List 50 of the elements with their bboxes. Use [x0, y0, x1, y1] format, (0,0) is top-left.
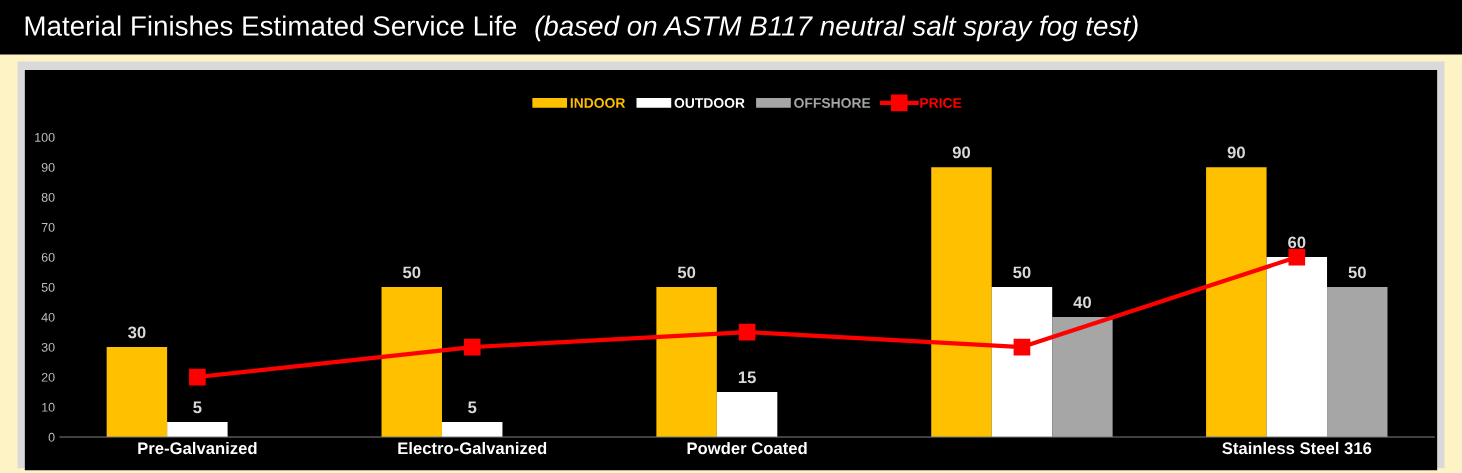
- y-tick-label: 0: [48, 432, 55, 442]
- bar: [441, 422, 503, 438]
- point: [463, 338, 481, 356]
- data-label: 50: [1013, 266, 1031, 279]
- data-label: 30: [128, 326, 146, 339]
- y-tick-label: 10: [42, 402, 55, 412]
- y-tick-label: 40: [41, 312, 55, 322]
- bar: [1052, 317, 1113, 438]
- legend-label: INDOOR: [570, 98, 626, 108]
- data-label: 5: [193, 401, 202, 414]
- bar: [381, 287, 442, 438]
- y-tick-label: 30: [41, 342, 55, 352]
- chart-subtitle: (based on ASTM B117 neutral salt spray fog test): [535, 15, 1138, 42]
- chart-title: Material Finishes Estimated Service Life: [25, 15, 517, 36]
- bar: [991, 287, 1053, 438]
- data-label: 60: [1288, 236, 1306, 249]
- bar: [716, 392, 778, 438]
- data-label: 5: [468, 401, 477, 414]
- point: [1013, 338, 1031, 356]
- bar: [1206, 167, 1267, 438]
- data-label: 50: [1348, 266, 1366, 279]
- bar: [931, 167, 992, 438]
- data-label: 90: [1227, 146, 1245, 159]
- data-label: 50: [677, 266, 696, 279]
- data-label: 90: [952, 146, 971, 159]
- legend-label: PRICE: [920, 98, 962, 108]
- data-label: 50: [403, 266, 421, 279]
- bar: [1327, 287, 1388, 438]
- data-label: 15: [738, 371, 756, 384]
- bar: [656, 287, 717, 438]
- y-tick-label: 60: [41, 252, 55, 262]
- legend-label: OUTDOOR: [674, 98, 745, 108]
- bar: [1266, 257, 1328, 438]
- point: [1288, 248, 1306, 266]
- y-tick-label: 70: [41, 222, 55, 232]
- point: [189, 368, 206, 386]
- x-tick-label: Electro-Galvanized: [398, 441, 547, 455]
- y-tick-label: 50: [41, 282, 55, 292]
- bar: [167, 422, 228, 438]
- y-tick-label: 20: [41, 372, 55, 382]
- data-label: 40: [1073, 296, 1091, 309]
- x-tick-label: Powder Coated: [687, 441, 807, 455]
- legend-label: OFFSHORE: [794, 98, 871, 108]
- bar: [106, 347, 168, 438]
- point: [738, 323, 756, 341]
- x-tick-label: Stainless Steel 316: [1222, 441, 1372, 455]
- y-tick-label: 100: [35, 132, 55, 142]
- x-tick-label: Pre-Galvanized: [138, 441, 257, 455]
- y-tick-label: 90: [41, 162, 55, 172]
- y-tick-label: 80: [41, 192, 55, 202]
